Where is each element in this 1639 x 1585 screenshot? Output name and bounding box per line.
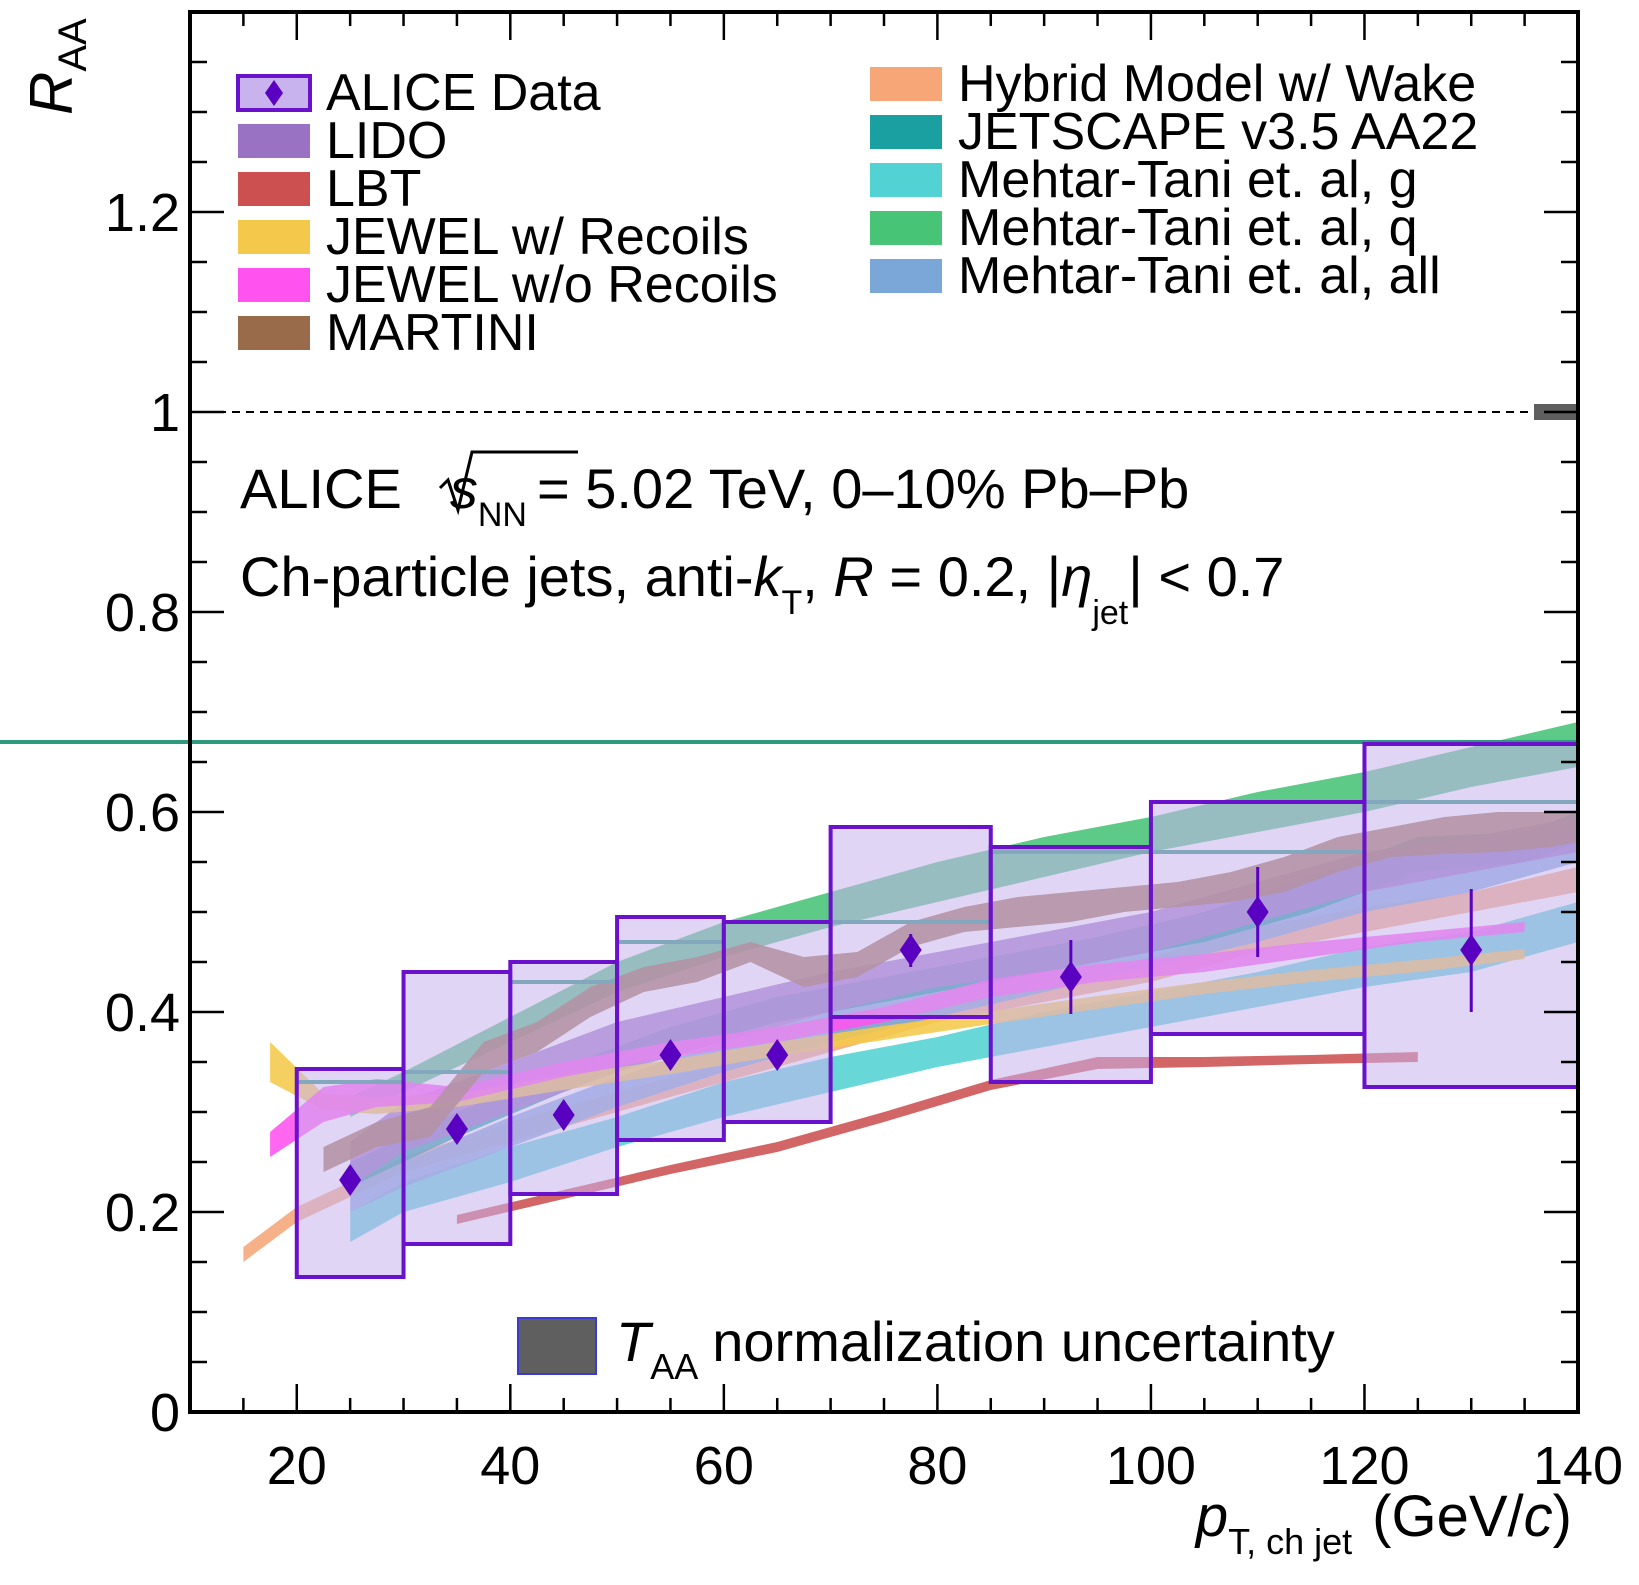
- y-tick-label: 1.2: [105, 183, 180, 243]
- ann2-t: T: [782, 584, 803, 622]
- legend-alice-marker: [265, 80, 283, 106]
- y-tick-label: 0.4: [105, 983, 180, 1043]
- x-tick-label: 140: [1533, 1436, 1623, 1496]
- legend-label-mehtar-tani-et-al-q: Mehtar-Tani et. al, q: [958, 199, 1418, 257]
- taa-text: normalization uncertainty: [712, 1310, 1335, 1373]
- x-tick-label: 60: [694, 1436, 754, 1496]
- x-tick-label: 100: [1106, 1436, 1196, 1496]
- y-tick-label: 0.8: [105, 583, 180, 643]
- ann2-c: = 0.2, |: [874, 545, 1061, 608]
- legend-swatch-lbt: [238, 172, 310, 206]
- x-tick-label: 120: [1319, 1436, 1409, 1496]
- taa-sub: AA: [650, 1346, 698, 1387]
- legend-swatch-lido: [238, 124, 310, 158]
- legend-swatch-mehtar-tani-et-al-g: [870, 163, 942, 197]
- legend-label-lido: LIDO: [326, 112, 447, 170]
- x-axis-title-main: p: [1194, 1484, 1228, 1549]
- alice-data-point-5: [899, 934, 922, 966]
- y-axis-title-sub: AA: [51, 18, 95, 72]
- legend-label-martini: MARTINI: [326, 304, 539, 362]
- legend-label-jewel-w-o-recoils: JEWEL w/o Recoils: [326, 256, 778, 314]
- legend-label-jetscape-v3-5-aa22: JETSCAPE v3.5 AA22: [958, 103, 1478, 161]
- ann2-r: R: [833, 545, 873, 608]
- legend-swatch-jewel-w-recoils: [238, 220, 310, 254]
- y-tick-label: 0: [150, 1383, 180, 1443]
- ann1-nn: NN: [478, 496, 527, 534]
- x-axis-title-unit-c: c: [1524, 1484, 1553, 1549]
- x-tick-label: 20: [267, 1436, 327, 1496]
- alice-sys-boxes: [294, 742, 1581, 1279]
- ann2-k: k: [754, 545, 785, 608]
- alice-data-point-1: [445, 1113, 468, 1145]
- ann1-pre: ALICE: [240, 457, 402, 520]
- ann2-d: | < 0.7: [1128, 545, 1284, 608]
- alice-sys-box-4: [721, 920, 833, 1124]
- legend-label-hybrid-model-w-wake: Hybrid Model w/ Wake: [958, 55, 1476, 113]
- alice-data-point-4: [766, 1039, 789, 1071]
- alice-sys-box-3: [615, 915, 726, 1142]
- y-tick-label: 0.2: [105, 1183, 180, 1243]
- ann1-post: = 5.02 TeV, 0–10% Pb–Pb: [537, 457, 1189, 520]
- alice-data-point-3: [659, 1039, 682, 1071]
- alice-data-point-0: [339, 1164, 362, 1196]
- annotation-line2: Ch-particle jets, anti-kT, R = 0.2, |ηje…: [240, 545, 1284, 632]
- alice-data-point-6: [1059, 961, 1082, 993]
- legend-label-mehtar-tani-et-al-g: Mehtar-Tani et. al, g: [958, 151, 1418, 209]
- legend-label-jewel-w-recoils: JEWEL w/ Recoils: [326, 208, 749, 266]
- legend-label-lbt: LBT: [326, 160, 421, 218]
- legend-swatch-martini: [238, 316, 310, 350]
- annotation-line1: ALICE sNN = 5.02 TeV, 0–10% Pb–Pb: [240, 457, 1189, 534]
- taa-T: T: [616, 1310, 654, 1373]
- y-axis-title-main: R: [18, 72, 85, 115]
- taa-legend-swatch: [517, 1317, 597, 1375]
- alice-data-point-2: [552, 1099, 575, 1131]
- x-axis-title-unit-post: ): [1553, 1484, 1572, 1549]
- alice-sys-box-2: [508, 960, 620, 1196]
- ann2-jet: jet: [1091, 594, 1128, 632]
- x-tick-label: 40: [480, 1436, 540, 1496]
- axes-ticks: 20 40 60 80 100 120 140 0 0.2 0.4 0.6 0.8 1 1.2: [105, 10, 1623, 1496]
- x-tick-label: 80: [907, 1436, 967, 1496]
- alice-data-point-8: [1460, 934, 1483, 966]
- alice-sys-box-5: [828, 825, 993, 1019]
- y-tick-label: 1: [150, 383, 180, 443]
- ann2-b: ,: [802, 545, 833, 608]
- alice-sys-box-1: [401, 970, 513, 1246]
- alice-points: [339, 867, 1483, 1196]
- ann2-a: Ch-particle jets, anti-: [240, 545, 754, 608]
- taa-legend-text: TAA normalization uncertainty: [616, 1310, 1335, 1387]
- sqrt-sign: [438, 450, 578, 516]
- legend-swatch-mehtar-tani-et-al-q: [870, 211, 942, 245]
- legend-swatch-hybrid-model-w-wake: [870, 67, 942, 101]
- y-tick-label: 0.6: [105, 783, 180, 843]
- legend-swatch-mehtar-tani-et-al-all: [870, 259, 942, 293]
- legend-swatch-jewel-w-o-recoils: [238, 268, 310, 302]
- alice-data-point-7: [1246, 896, 1269, 928]
- x-axis-title: pT, ch jet (GeV/c): [1194, 1484, 1572, 1562]
- legend-swatch-jetscape-v3-5-aa22: [870, 115, 942, 149]
- ann2-eta: η: [1061, 545, 1092, 608]
- y-axis-title: RAA: [18, 18, 95, 115]
- legend-label-mehtar-tani-et-al-all: Mehtar-Tani et. al, all: [958, 247, 1441, 305]
- x-axis-title-unit-pre: (GeV/: [1372, 1484, 1524, 1549]
- legend-label-alice-data: ALICE Data: [326, 64, 601, 122]
- x-axis-title-sub: T, ch jet: [1228, 1521, 1352, 1562]
